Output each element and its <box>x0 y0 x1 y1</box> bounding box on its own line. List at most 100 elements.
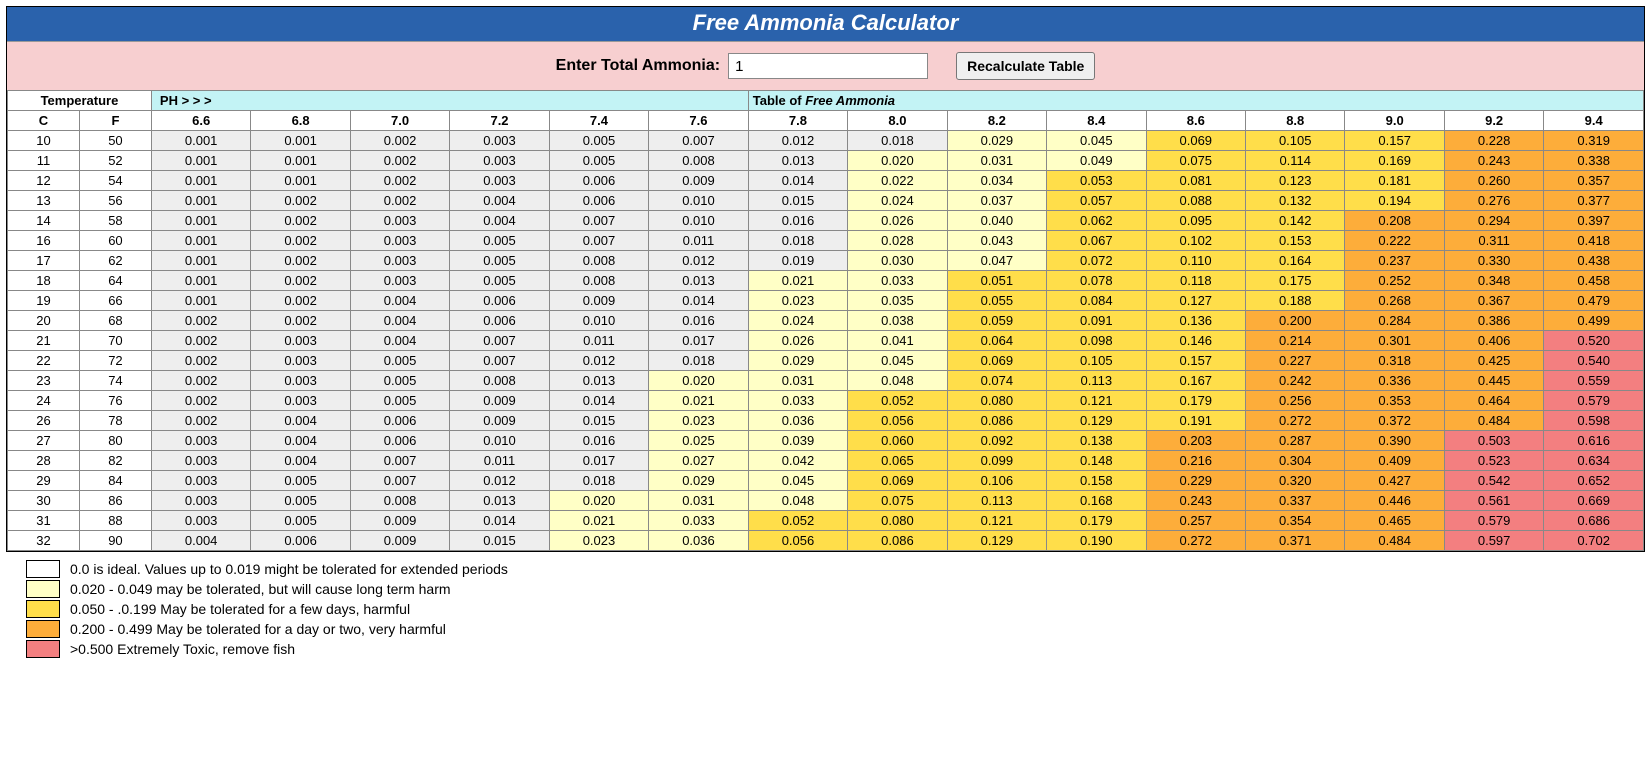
cell-value: 0.042 <box>748 451 847 471</box>
cell-value: 0.348 <box>1444 271 1543 291</box>
cell-value: 0.268 <box>1345 291 1444 311</box>
cell-value: 0.372 <box>1345 411 1444 431</box>
header-ph-value: 9.2 <box>1444 111 1543 131</box>
cell-value: 0.367 <box>1444 291 1543 311</box>
cell-value: 0.003 <box>450 171 549 191</box>
cell-value: 0.051 <box>947 271 1046 291</box>
cell-value: 0.011 <box>549 331 648 351</box>
header-ph-value: 8.0 <box>848 111 947 131</box>
cell-value: 0.007 <box>350 451 449 471</box>
cell-celsius: 28 <box>8 451 80 471</box>
cell-value: 0.002 <box>251 311 350 331</box>
cell-value: 0.038 <box>848 311 947 331</box>
cell-value: 0.634 <box>1544 451 1644 471</box>
cell-value: 0.106 <box>947 471 1046 491</box>
table-row: 18640.0010.0020.0030.0050.0080.0130.0210… <box>8 271 1644 291</box>
cell-value: 0.029 <box>748 351 847 371</box>
cell-value: 0.001 <box>151 291 250 311</box>
cell-value: 0.014 <box>748 171 847 191</box>
cell-value: 0.004 <box>350 311 449 331</box>
cell-value: 0.337 <box>1246 491 1345 511</box>
cell-value: 0.010 <box>649 191 749 211</box>
cell-fahrenheit: 62 <box>79 251 151 271</box>
cell-value: 0.127 <box>1146 291 1245 311</box>
cell-value: 0.284 <box>1345 311 1444 331</box>
cell-value: 0.069 <box>1146 131 1245 151</box>
legend-row: 0.020 - 0.049 may be tolerated, but will… <box>26 580 1645 598</box>
cell-value: 0.002 <box>151 311 250 331</box>
cell-fahrenheit: 88 <box>79 511 151 531</box>
cell-value: 0.005 <box>450 271 549 291</box>
cell-value: 0.354 <box>1246 511 1345 531</box>
cell-value: 0.409 <box>1345 451 1444 471</box>
cell-fahrenheit: 76 <box>79 391 151 411</box>
cell-celsius: 11 <box>8 151 80 171</box>
cell-value: 0.406 <box>1444 331 1543 351</box>
legend-swatch <box>26 580 60 598</box>
cell-value: 0.272 <box>1146 531 1245 551</box>
cell-value: 0.113 <box>1047 371 1146 391</box>
cell-value: 0.465 <box>1345 511 1444 531</box>
cell-value: 0.001 <box>151 271 250 291</box>
cell-value: 0.138 <box>1047 431 1146 451</box>
cell-value: 0.080 <box>947 391 1046 411</box>
cell-fahrenheit: 86 <box>79 491 151 511</box>
cell-value: 0.024 <box>848 191 947 211</box>
cell-value: 0.049 <box>1047 151 1146 171</box>
cell-value: 0.157 <box>1146 351 1245 371</box>
cell-value: 0.010 <box>450 431 549 451</box>
cell-value: 0.579 <box>1444 511 1543 531</box>
cell-value: 0.200 <box>1246 311 1345 331</box>
input-row: Enter Total Ammonia: Recalculate Table <box>7 41 1644 90</box>
cell-value: 0.105 <box>1047 351 1146 371</box>
cell-value: 0.026 <box>748 331 847 351</box>
cell-value: 0.304 <box>1246 451 1345 471</box>
recalculate-button[interactable]: Recalculate Table <box>956 52 1095 80</box>
cell-value: 0.052 <box>748 511 847 531</box>
cell-value: 0.146 <box>1146 331 1245 351</box>
cell-celsius: 32 <box>8 531 80 551</box>
cell-celsius: 26 <box>8 411 80 431</box>
cell-fahrenheit: 52 <box>79 151 151 171</box>
cell-value: 0.011 <box>450 451 549 471</box>
cell-value: 0.088 <box>1146 191 1245 211</box>
cell-value: 0.418 <box>1544 231 1644 251</box>
cell-value: 0.110 <box>1146 251 1245 271</box>
legend: 0.0 is ideal. Values up to 0.019 might b… <box>26 560 1645 658</box>
cell-value: 0.007 <box>649 131 749 151</box>
cell-value: 0.168 <box>1047 491 1146 511</box>
cell-value: 0.017 <box>549 451 648 471</box>
cell-value: 0.056 <box>748 531 847 551</box>
cell-value: 0.015 <box>549 411 648 431</box>
cell-value: 0.064 <box>947 331 1046 351</box>
cell-value: 0.002 <box>151 411 250 431</box>
legend-row: 0.050 - .0.199 May be tolerated for a fe… <box>26 600 1645 618</box>
cell-value: 0.018 <box>649 351 749 371</box>
cell-value: 0.194 <box>1345 191 1444 211</box>
total-ammonia-input[interactable] <box>728 53 928 79</box>
cell-value: 0.023 <box>649 411 749 431</box>
cell-value: 0.007 <box>450 351 549 371</box>
cell-value: 0.010 <box>549 311 648 331</box>
cell-value: 0.021 <box>748 271 847 291</box>
cell-value: 0.040 <box>947 211 1046 231</box>
table-row: 11520.0010.0010.0020.0030.0050.0080.0130… <box>8 151 1644 171</box>
cell-value: 0.001 <box>151 231 250 251</box>
cell-value: 0.167 <box>1146 371 1245 391</box>
cell-value: 0.075 <box>1146 151 1245 171</box>
cell-value: 0.003 <box>151 471 250 491</box>
cell-value: 0.002 <box>350 151 449 171</box>
cell-fahrenheit: 72 <box>79 351 151 371</box>
cell-value: 0.002 <box>251 251 350 271</box>
cell-value: 0.034 <box>947 171 1046 191</box>
cell-value: 0.029 <box>649 471 749 491</box>
cell-value: 0.005 <box>450 251 549 271</box>
total-ammonia-label: Enter Total Ammonia: <box>556 57 720 75</box>
cell-value: 0.113 <box>947 491 1046 511</box>
cell-value: 0.026 <box>848 211 947 231</box>
cell-value: 0.012 <box>450 471 549 491</box>
cell-value: 0.004 <box>450 211 549 231</box>
cell-value: 0.059 <box>947 311 1046 331</box>
cell-value: 0.272 <box>1246 411 1345 431</box>
legend-text: >0.500 Extremely Toxic, remove fish <box>70 641 295 657</box>
